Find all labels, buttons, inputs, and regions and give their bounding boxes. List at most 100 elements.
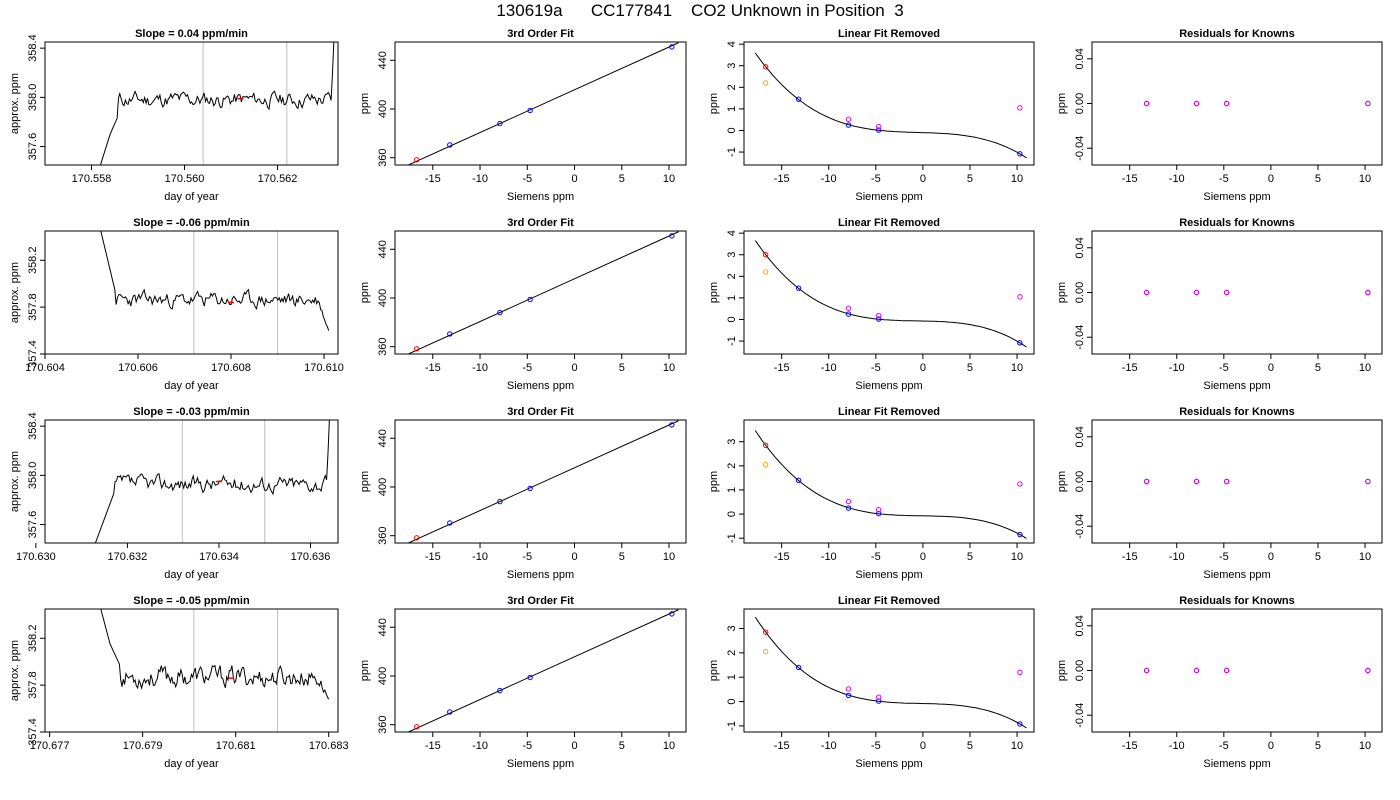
series-line [99,42,335,165]
known-point [1017,340,1023,346]
x-axis-label: Siemens ppm [507,569,574,581]
x-tick-label: -10 [821,551,837,563]
plot-content [1143,478,1371,485]
y-tick-label: 1 [726,106,738,112]
y-tick-label: 4 [726,41,738,47]
known-point [497,120,503,127]
known-point [447,142,453,148]
x-tick-label: 170.610 [304,362,344,374]
x-tick-label: 10 [1011,740,1023,752]
y-tick-label: 357.8 [27,293,39,321]
known-point [845,692,852,699]
known-point-overlay [1223,100,1230,107]
plot-content [99,42,335,165]
known-point [875,510,882,517]
known-point [795,664,802,671]
x-tick-label: -5 [871,740,881,752]
y-tick-label: 0 [726,316,738,322]
known-point-overlay [1365,478,1371,485]
plot-frame [44,41,339,166]
x-tick-label: 5 [967,362,973,374]
x-tick-label: 170.683 [309,740,349,752]
x-tick-label: -10 [472,740,488,752]
unknown-point [762,442,769,449]
alt-fit-point [845,498,852,505]
x-tick-label: -10 [1169,362,1185,374]
panel-0-3: -15 -10 -5 0 5 10 -0.04 0.00 0.04 Residuals for K… [1056,28,1383,203]
y-axis-label: ppm [708,660,720,681]
known-point [845,505,852,511]
x-tick-label: -15 [774,740,790,752]
x-tick-label: 10 [1359,740,1371,752]
fit-curve [407,231,679,354]
plot-content [100,231,330,354]
known-point [497,498,503,505]
known-point [669,611,675,617]
fit-curve [407,42,679,165]
y-tick-label: -1 [726,533,738,543]
alt-fit-point [1017,481,1023,487]
y-tick-label: 0 [726,511,738,517]
alt-fit-point [845,305,852,311]
y-tick-label: 358.4 [27,412,39,440]
plot-frame [44,419,339,544]
panel-title: Linear Fit Removed [838,28,940,40]
x-tick-label: -15 [774,551,790,563]
x-tick-label: -5 [522,362,532,374]
y-tick-label: -1 [726,336,738,346]
x-axis-label: Siemens ppm [1203,758,1270,770]
y-tick-label: 440 [377,240,389,258]
x-tick-label: 0 [571,551,577,563]
y-tick-label: 0.00 [1074,93,1086,114]
unknown-alt-point [762,461,769,468]
x-tick-label: -5 [522,740,532,752]
y-tick-label: 360 [377,149,389,167]
plot-content [1143,289,1371,296]
y-tick-label: 357.6 [27,133,39,161]
x-tick-label: 10 [1011,173,1023,185]
x-tick-label: -15 [774,362,790,374]
x-axis-label: day of year [164,380,219,392]
alt-fit-point [875,312,882,319]
panel-title: Slope = -0.03 ppm/min [133,406,250,418]
x-tick-label: -5 [871,551,881,563]
known-point [1017,721,1023,727]
x-tick-label: -15 [1122,362,1138,374]
y-axis-label: ppm [1056,660,1068,681]
y-tick-label: 3 [726,439,738,445]
x-tick-label: 10 [1359,362,1371,374]
y-tick-label: 0.04 [1074,615,1086,636]
known-point-overlay [1365,667,1371,674]
x-tick-label: -5 [871,173,881,185]
x-tick-label: -10 [1169,551,1185,563]
x-tick-label: -10 [821,173,837,185]
known-point [795,285,802,291]
y-axis-label: ppm [708,471,720,492]
x-tick-label: 5 [619,173,625,185]
x-tick-label: 10 [663,362,675,374]
x-axis-label: day of year [164,191,219,203]
panel-title: 3rd Order Fit [507,406,574,418]
x-tick-label: -5 [1219,362,1229,374]
y-axis-label: ppm [708,93,720,114]
plot-frame [743,419,1035,544]
x-tick-label: 5 [1315,740,1321,752]
y-tick-label: 1 [726,295,738,301]
x-axis-label: Siemens ppm [855,191,922,203]
known-point-overlay [1365,100,1371,107]
y-tick-label: 4 [726,230,738,236]
series-line [100,231,330,331]
y-axis-label: approx. ppm [9,262,21,323]
y-tick-label: 357.8 [27,671,39,699]
x-tick-label: -10 [472,551,488,563]
x-tick-label: -5 [871,362,881,374]
x-tick-label: -10 [472,173,488,185]
y-tick-label: 3 [726,625,738,631]
panel-title: Slope = -0.05 ppm/min [133,595,250,607]
panel-3-0: 170.677 170.679 170.681 170.683 357.4 357.8 35… [9,595,349,770]
known-point [795,96,802,102]
y-axis-label: approx. ppm [9,451,21,512]
unknown-point [762,64,769,70]
